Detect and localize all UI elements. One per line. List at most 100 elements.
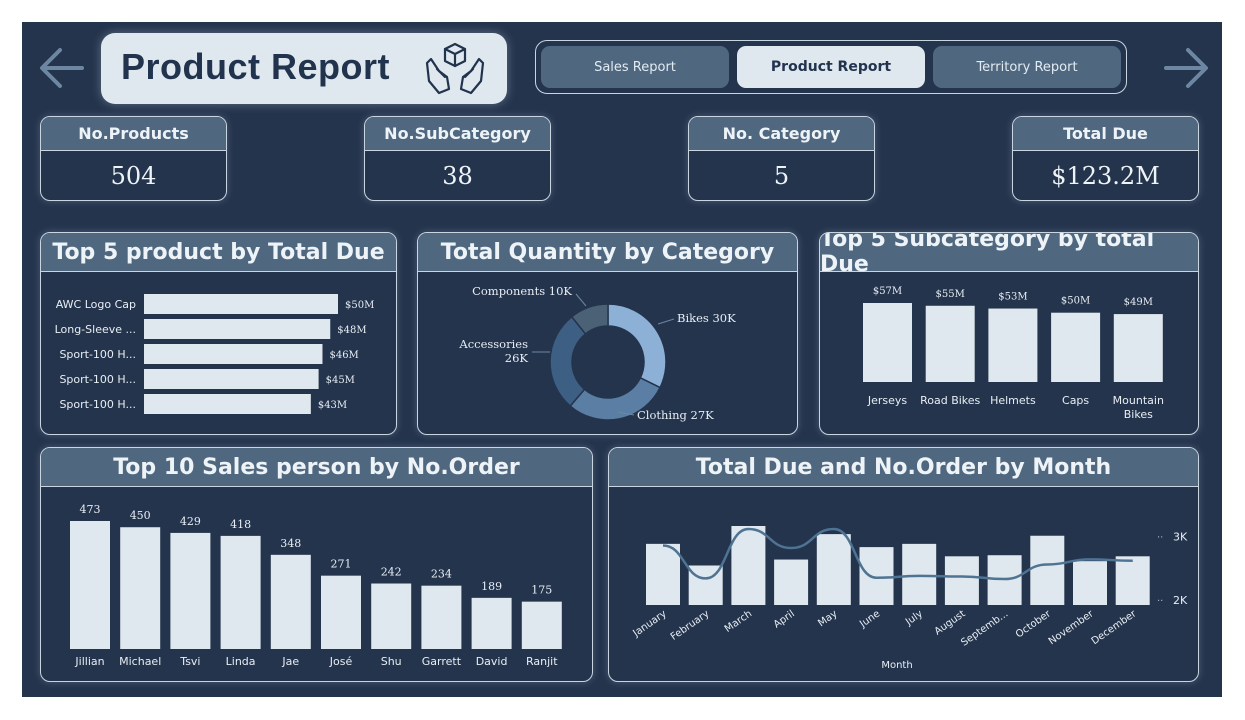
bar-data-label: 348	[280, 537, 301, 550]
nav-sales-report-button[interactable]: Sales Report	[541, 46, 729, 88]
kpi-value: 5	[773, 162, 790, 190]
bar	[774, 559, 809, 605]
bar-category-label: Sport-100 H...	[59, 348, 136, 361]
kpi-label: No.SubCategory	[365, 117, 550, 151]
page-title-card: Product Report	[101, 33, 507, 104]
bar-category-label: Michael	[119, 655, 161, 668]
x-tick-label: December	[1090, 608, 1140, 647]
bar-data-label: $50M	[1061, 296, 1090, 307]
top-subcategory-chart: $57M Jerseys $55M Road Bikes $53M Helmets $50M…	[863, 286, 1164, 421]
x-tick-label: June	[857, 608, 882, 630]
x-tick-label: July	[903, 608, 925, 628]
kpi-card-products: No.Products 504	[40, 116, 227, 201]
panel-title: Top 5 Subcategory by total Due	[820, 233, 1198, 277]
bar	[144, 369, 319, 389]
due-order-by-month-chart: January February March April May June July Augu…	[631, 526, 1188, 671]
bar	[270, 554, 311, 649]
bar-category-label: Jae	[281, 655, 299, 668]
kpi-label: Total Due	[1013, 117, 1198, 151]
x-tick-label: Septemb...	[959, 608, 1010, 648]
donut-slice	[549, 315, 587, 408]
bar-data-label: $53M	[998, 292, 1027, 303]
donut-slice-label: Bikes 30K	[677, 311, 736, 325]
x-tick-label: February	[669, 608, 712, 642]
bar-data-label: $46M	[329, 350, 358, 361]
bar-category-label: Tsvi	[179, 655, 200, 668]
bar-data-label: 242	[381, 566, 402, 579]
bar-category-label: Ranjit	[526, 655, 558, 668]
bar-category-label: Helmets	[990, 394, 1036, 407]
bar-data-label: $43M	[318, 400, 347, 411]
top-salesperson-panel: Top 10 Sales person by No.Order 473 Jilli…	[40, 447, 593, 682]
bar-category-label: Caps	[1062, 394, 1089, 407]
panel-title: Total Quantity by Category	[418, 233, 797, 272]
top-subcategory-panel: Top 5 Subcategory by total Due $57M Jerse…	[819, 232, 1199, 435]
box-in-hands-icon	[425, 42, 485, 95]
bar-category-label: AWC Logo Cap	[56, 298, 136, 311]
bar-data-label: 418	[230, 518, 251, 531]
donut-slice-label: Accessories 26K	[458, 337, 528, 365]
bar-data-label: 473	[80, 503, 101, 516]
kpi-value: 38	[442, 162, 473, 190]
top-salesperson-chart: 473 Jillian 450 Michael 429 Tsvi 418 Linda 348 Ja…	[70, 503, 562, 668]
bar	[816, 534, 851, 605]
bar-data-label: 234	[431, 568, 452, 581]
bar-category-label: Long-Sleeve ...	[55, 323, 136, 336]
x-axis-title: Month	[881, 660, 912, 671]
kpi-value: $123.2M	[1051, 162, 1160, 190]
top-products-panel: Top 5 product by Total Due AWC Logo Cap $…	[40, 232, 397, 435]
x-tick-label: October	[1014, 608, 1054, 640]
axis-tick-dots: ··	[1157, 533, 1163, 544]
bar	[120, 527, 161, 649]
bar	[988, 308, 1038, 382]
panel-title: Total Due and No.Order by Month	[609, 448, 1198, 487]
bar-category-label: David	[476, 655, 508, 668]
x-tick-label: January	[631, 608, 669, 639]
bar-category-label: Garrett	[422, 655, 462, 668]
bar-data-label: $49M	[1124, 297, 1153, 308]
bar-data-label: 450	[130, 509, 151, 522]
bar	[144, 294, 338, 314]
kpi-label: No.Products	[41, 117, 226, 151]
bar	[1113, 314, 1163, 382]
bar	[521, 601, 562, 649]
kpi-card-total-due: Total Due $123.2M	[1012, 116, 1199, 201]
donut-slice-label: Clothing 27K	[637, 408, 714, 422]
kpi-value: 504	[110, 162, 157, 190]
bar	[1115, 556, 1150, 605]
leader-line	[575, 293, 587, 307]
donut-slice-label: Components 10K	[472, 284, 572, 298]
bar	[646, 543, 680, 605]
kpi-card-category: No. Category 5	[688, 116, 875, 201]
bar	[1073, 561, 1107, 605]
page-title: Product Report	[121, 46, 391, 87]
panel-title: Top 10 Sales person by No.Order	[41, 448, 592, 487]
bar-category-label: Sport-100 H...	[59, 398, 136, 411]
bar	[925, 305, 975, 382]
donut-slice	[570, 303, 609, 335]
bar-category-label: Road Bikes	[920, 394, 980, 407]
nav-territory-report-button[interactable]: Territory Report	[933, 46, 1121, 88]
bar	[70, 521, 110, 649]
quantity-by-category-chart: Bikes 30K Clothing 27K Accessories 26K Compo…	[458, 284, 736, 422]
bar-data-label: $48M	[337, 325, 366, 336]
bar	[144, 394, 311, 414]
due-order-by-month-panel: Total Due and No.Order by Month January F…	[608, 447, 1199, 682]
x-tick-label: April	[772, 608, 797, 630]
bar-category-label: José	[329, 655, 353, 668]
arrow-right-icon[interactable]	[1162, 44, 1210, 92]
bar	[1030, 535, 1065, 605]
kpi-label: No. Category	[689, 117, 874, 151]
x-tick-label: November	[1047, 608, 1097, 647]
bar	[1051, 312, 1101, 382]
bar	[220, 535, 261, 649]
x-tick-label: August	[933, 608, 968, 637]
bar	[471, 597, 512, 649]
bar	[731, 526, 766, 605]
arrow-left-icon[interactable]	[38, 44, 86, 92]
bar-data-label: $50M	[345, 300, 374, 311]
bar-category-label: Jillian	[74, 655, 104, 668]
right-axis-tick-label: 3K	[1173, 531, 1188, 544]
bar-data-label: 271	[331, 558, 352, 571]
nav-product-report-button[interactable]: Product Report	[737, 46, 925, 88]
